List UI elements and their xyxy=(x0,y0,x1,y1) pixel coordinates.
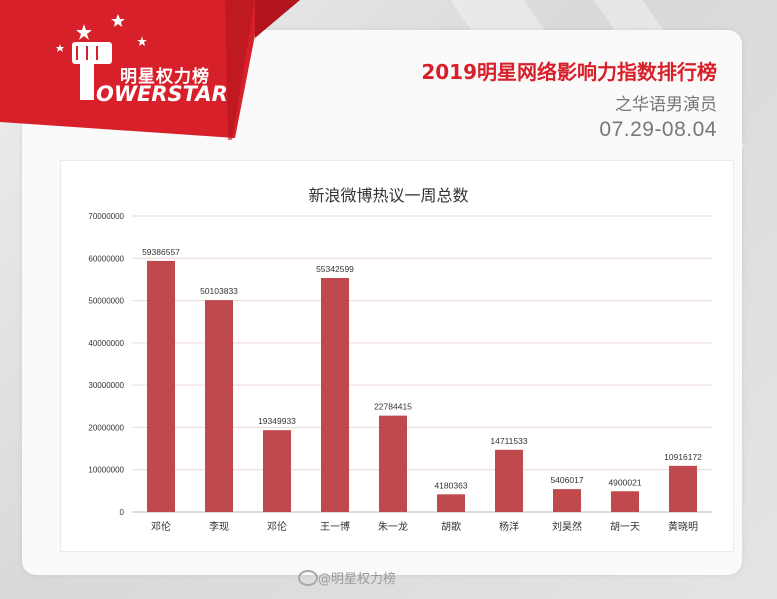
data-label: 4900021 xyxy=(608,477,641,487)
logo-banner xyxy=(0,0,300,140)
data-label: 14711533 xyxy=(490,436,527,446)
bar xyxy=(205,300,233,512)
chart-title: 新浪微博热议一周总数 xyxy=(308,186,469,205)
date-range: 07.29-08.04 xyxy=(599,118,717,141)
y-tick-label: 20000000 xyxy=(88,423,124,432)
x-tick-label: 邓伦 xyxy=(267,520,287,533)
bar xyxy=(553,489,581,512)
star-icon xyxy=(56,14,147,52)
x-tick-label: 杨洋 xyxy=(499,520,519,533)
bar xyxy=(437,494,465,512)
y-tick-label: 0 xyxy=(120,508,125,517)
x-tick-label: 李现 xyxy=(209,520,229,533)
page-title: 2019明星网络影响力指数排行榜 xyxy=(421,60,717,84)
data-label: 4180363 xyxy=(434,480,467,490)
x-tick-label: 邓伦 xyxy=(151,520,171,533)
data-label: 55342599 xyxy=(316,264,354,274)
page-subtitle: 之华语男演员 xyxy=(615,95,717,115)
data-label: 5406017 xyxy=(550,475,583,485)
bar xyxy=(147,260,175,512)
data-label: 22784415 xyxy=(374,402,412,412)
raised-fist-icon xyxy=(72,42,112,100)
bar xyxy=(611,491,639,512)
x-tick-label: 朱一龙 xyxy=(378,520,408,533)
x-tick-label: 王一博 xyxy=(320,520,350,533)
x-tick-label: 黄晓明 xyxy=(668,520,698,533)
y-tick-label: 40000000 xyxy=(88,339,124,348)
data-label: 50103833 xyxy=(200,286,238,296)
bar xyxy=(321,277,349,512)
bar xyxy=(379,415,407,512)
y-tick-label: 30000000 xyxy=(88,381,124,390)
y-tick-label: 50000000 xyxy=(88,297,124,306)
bar xyxy=(669,465,697,512)
bar xyxy=(495,449,523,512)
y-tick-label: 70000000 xyxy=(88,212,124,221)
y-tick-label: 60000000 xyxy=(88,254,124,263)
data-label: 59386557 xyxy=(142,247,180,257)
watermark-text: @明星权力榜 xyxy=(318,572,397,587)
data-label: 19349933 xyxy=(258,416,296,426)
bar xyxy=(263,430,291,512)
logo-english-text: OWERSTAR xyxy=(96,82,228,106)
x-tick-label: 胡一天 xyxy=(610,520,640,533)
x-tick-label: 刘昊然 xyxy=(552,520,582,533)
weibo-icon xyxy=(298,570,318,586)
y-tick-label: 10000000 xyxy=(88,466,124,475)
logo-chinese-text: 明星权力榜 xyxy=(120,67,210,87)
x-tick-label: 胡歌 xyxy=(441,520,461,533)
data-label: 10916172 xyxy=(664,452,702,462)
